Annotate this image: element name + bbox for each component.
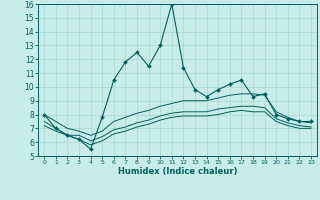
X-axis label: Humidex (Indice chaleur): Humidex (Indice chaleur): [118, 167, 237, 176]
